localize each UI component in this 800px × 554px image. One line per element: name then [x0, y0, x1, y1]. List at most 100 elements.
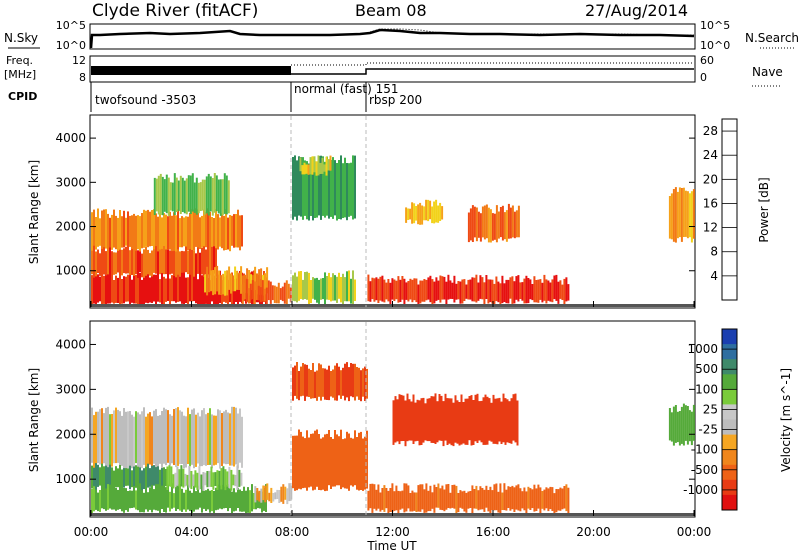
power-cell-1: [153, 246, 155, 273]
power-cell-8: [332, 273, 334, 301]
power-cell-2: [147, 209, 149, 248]
power-cell-9: [415, 278, 418, 303]
velocity-cell-5: [338, 436, 340, 486]
velocity-cell-7: [429, 485, 432, 512]
velocity-cell-0: [133, 465, 135, 488]
power-cell-3: [169, 182, 172, 211]
power-cell-6: [296, 160, 298, 221]
power-cell-0: [115, 275, 117, 303]
velocity-cell-7: [523, 487, 526, 511]
velocity-cell-0: [143, 468, 145, 489]
power-cell-0: [93, 272, 95, 304]
velocity-cell-2: [209, 490, 211, 513]
power-cell-5: [273, 285, 276, 304]
velocity-cell-9: [684, 405, 687, 441]
power-cell-6: [294, 155, 296, 217]
power-cell-2: [219, 217, 221, 247]
power-cell-1: [157, 249, 159, 276]
power-cell-1: [145, 246, 147, 276]
power-cell-11: [437, 205, 440, 223]
power-cell-9: [557, 281, 560, 304]
x-axis-ticks: 00:00 04:00 08:00 12:00 16:00 20:00 00:00: [74, 301, 711, 539]
power-cell-9: [479, 275, 482, 299]
power-cell-11: [409, 208, 412, 220]
velocity-cell-2: [131, 490, 133, 508]
power-colorbar-tick-label: 16: [703, 196, 718, 210]
power-colorbar-tick-label: 12: [703, 221, 718, 235]
velocity-cell-1: [111, 414, 113, 467]
power-cell-4: [260, 268, 263, 295]
velocity-cell-6: [304, 364, 306, 401]
velocity-cell-2: [169, 491, 171, 512]
power-cell-2: [129, 215, 131, 247]
power-cell-9: [561, 284, 564, 300]
power-cell-0: [99, 276, 101, 302]
velocity-cell-8: [476, 393, 479, 443]
velocity-cell-1: [149, 412, 151, 465]
velocity-cell-2: [229, 488, 231, 509]
velocity-cell-8: [462, 402, 465, 444]
power-cell-0: [145, 270, 147, 303]
velocity-cell-2: [233, 488, 235, 512]
velocity-cell-6: [312, 363, 314, 399]
power-cell-5: [249, 283, 252, 300]
power-cell-11: [429, 200, 432, 220]
velocity-cell-2: [195, 491, 197, 510]
velocity-cell-4: [288, 483, 291, 502]
velocity-cell-7: [483, 489, 486, 512]
velocity-cell-7: [545, 487, 548, 509]
power-cell-2: [215, 209, 217, 249]
power-cell-2: [231, 215, 233, 246]
power-cell-11: [423, 206, 426, 221]
velocity-cell-7: [531, 489, 534, 509]
power-cell-1: [195, 253, 197, 277]
velocity-cell-2: [109, 484, 111, 509]
velocity-cell-5: [336, 434, 338, 486]
power-cell-4: [230, 273, 233, 294]
velocity-cell-7: [371, 483, 374, 513]
power-cell-2: [167, 216, 169, 250]
velocity-cell-7: [391, 483, 394, 513]
noise-search-trace: [369, 28, 694, 36]
power-cell-9: [433, 281, 436, 304]
velocity-cell-1: [199, 416, 201, 467]
velocity-colorbar-label: Velocity [m s^-1]: [779, 368, 793, 472]
power-cell-6: [292, 157, 294, 220]
velocity-cell-2: [221, 484, 223, 510]
power-cell-9: [421, 280, 424, 302]
velocity-cell-6: [324, 368, 326, 400]
velocity-cell-8: [512, 394, 515, 441]
power-cell-0: [109, 272, 111, 304]
beam-title: Beam 08: [355, 1, 427, 20]
velocity-cell-9: [672, 406, 675, 446]
velocity-cell-2: [139, 483, 141, 513]
power-cell-7: [313, 156, 316, 173]
velocity-cell-5: [328, 430, 330, 486]
power-cell-1: [113, 252, 115, 275]
power-cell-2: [233, 214, 235, 248]
power-cell-8: [322, 278, 324, 300]
power-cell-9: [401, 276, 404, 300]
velocity-cell-8: [430, 396, 433, 443]
velocity-cell-8: [474, 394, 477, 442]
power-cell-10: [483, 205, 486, 240]
power-cell-8: [344, 277, 346, 302]
velocity-cell-9: [690, 411, 693, 446]
power-cell-9: [409, 278, 412, 300]
velocity-cell-3: [206, 471, 209, 488]
power-cell-2: [135, 215, 137, 251]
power-cell-3: [193, 182, 196, 213]
power-cell-10: [479, 213, 482, 242]
velocity-cell-0: [117, 468, 119, 488]
power-cell-0: [189, 273, 191, 302]
velocity-cell-1: [169, 414, 171, 466]
power-cell-3: [171, 182, 174, 212]
power-cell-8: [320, 278, 322, 300]
power-cell-7: [305, 164, 308, 174]
power-colorbar: 4 8 12 16 20 24 28: [703, 118, 738, 301]
velocity-cell-5: [322, 437, 324, 490]
velocity-cell-7: [451, 485, 454, 508]
cpid-mode-normal: normal (fast) 151: [294, 82, 399, 96]
power-cell-1: [189, 248, 191, 275]
velocity-cell-8: [436, 401, 439, 443]
